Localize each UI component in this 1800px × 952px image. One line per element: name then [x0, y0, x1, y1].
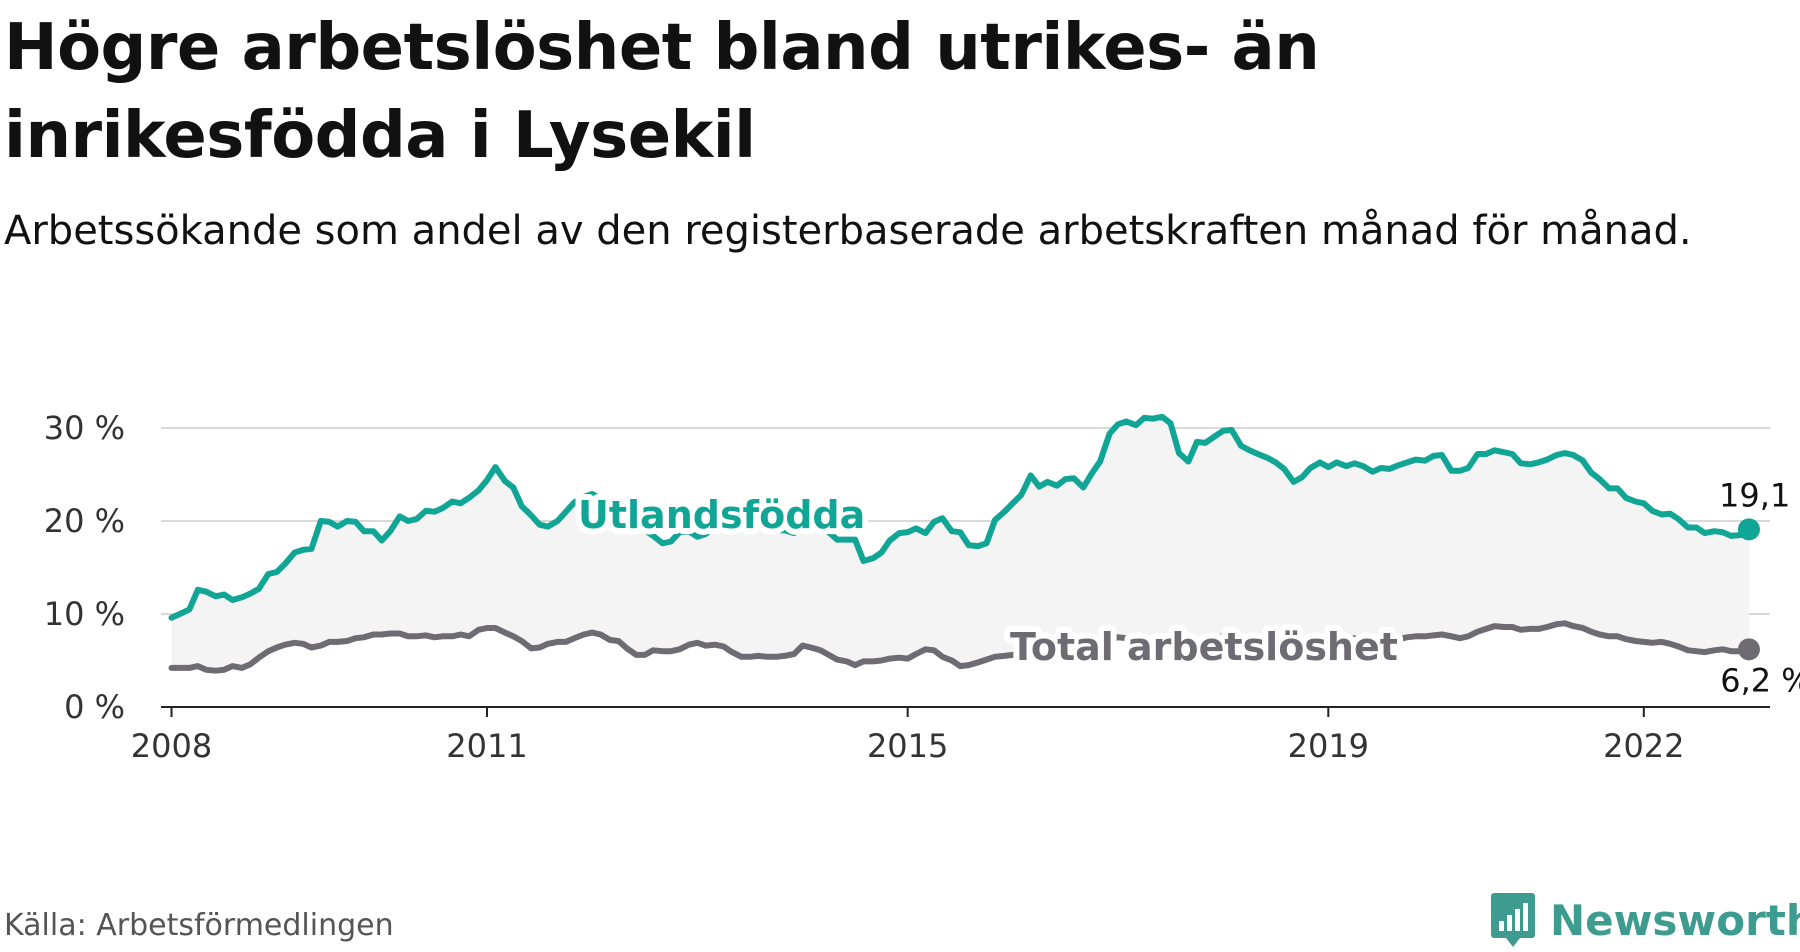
series-end-dot-total [1737, 638, 1760, 661]
range-band [171, 416, 1749, 671]
source-note: Källa: Arbetsförmedlingen [4, 908, 394, 943]
x-tick-label: 2008 [131, 727, 212, 765]
x-tick-label: 2015 [867, 727, 948, 765]
chart-subtitle: Arbetssökande som andel av den registerb… [4, 208, 1692, 254]
series-label-total: Total arbetslöshet [1010, 625, 1398, 669]
series [168, 413, 1760, 674]
series-line-foreign [168, 413, 1752, 621]
brand-logo: Newsworthy [1490, 888, 1800, 952]
x-axis: 2008 2011 2015 2019 2022 [131, 707, 1685, 765]
y-tick-label: 0 % [64, 688, 125, 726]
x-tick-label: 2011 [446, 727, 527, 765]
series-labels: Utlandsfödda Total arbetslöshet 19,1 % 6,2 … [572, 476, 1800, 699]
y-tick-label: 10 % [44, 595, 125, 633]
brand-name: Newsworthy [1550, 895, 1800, 945]
series-line-total [168, 620, 1752, 674]
y-axis-labels: 0 % 10 % 20 % 30 % [44, 409, 125, 726]
x-tick-label: 2019 [1288, 727, 1369, 765]
newsworthy-logo-icon [1491, 893, 1535, 947]
x-tick-label: 2022 [1603, 727, 1684, 765]
y-tick-label: 20 % [44, 502, 125, 540]
end-value-label-total: 6,2 % [1720, 661, 1800, 699]
end-value-label-foreign: 19,1 % [1719, 476, 1800, 514]
series-end-dot-foreign [1737, 518, 1760, 541]
y-tick-label: 30 % [44, 409, 125, 447]
chart-title: Högre arbetslöshet bland utrikes- än inr… [4, 11, 1320, 173]
series-label-foreign: Utlandsfödda [578, 493, 865, 537]
